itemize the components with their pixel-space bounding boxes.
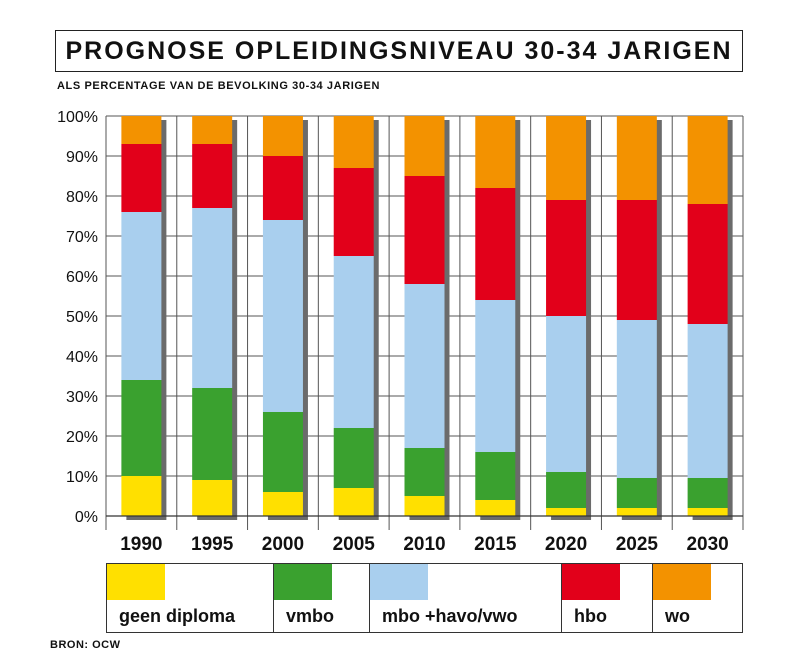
bar-segment <box>616 508 657 516</box>
legend-swatch <box>370 564 428 600</box>
bar-segment <box>192 116 233 144</box>
bar-segment <box>546 472 587 508</box>
x-tick-label: 2005 <box>333 534 376 555</box>
legend-label: mbo +havo/vwo <box>382 606 518 626</box>
bar-segment <box>262 492 303 516</box>
bar-segment <box>404 176 445 284</box>
bar-segment <box>262 412 303 492</box>
bar-segment <box>546 200 587 316</box>
bar-segment <box>687 204 728 324</box>
bar-segment <box>475 188 516 300</box>
legend-item: vmbo <box>273 564 369 632</box>
bar-segment <box>121 212 162 380</box>
legend-swatch <box>274 564 332 600</box>
legend-label: wo <box>665 606 690 626</box>
y-tick-label: 80% <box>66 189 98 206</box>
y-tick-label: 90% <box>66 149 98 166</box>
legend-swatch <box>653 564 711 600</box>
bar-segment <box>404 284 445 448</box>
bar-segment <box>616 320 657 478</box>
y-tick-label: 10% <box>66 469 98 486</box>
bar-segment <box>192 144 233 208</box>
legend-label: geen diploma <box>119 606 236 626</box>
bar-segment <box>121 476 162 516</box>
bar-segment <box>333 428 374 488</box>
legend-swatch <box>562 564 620 600</box>
y-tick-label: 50% <box>66 309 98 326</box>
title-box: PROGNOSE OPLEIDINGSNIVEAU 30-34 JARIGEN <box>55 30 743 72</box>
legend-item: geen diploma <box>107 564 273 632</box>
bar-segment <box>687 116 728 204</box>
bar-segment <box>121 380 162 476</box>
y-tick-label: 100% <box>57 109 98 126</box>
y-tick-label: 0% <box>75 509 98 526</box>
bar-segment <box>616 116 657 200</box>
x-tick-label: 1990 <box>120 534 162 555</box>
y-tick-label: 30% <box>66 389 98 406</box>
bar-segment <box>475 116 516 188</box>
x-tick-label: 2000 <box>262 534 304 555</box>
bar-segment <box>404 496 445 516</box>
chart-subtitle: ALS PERCENTAGE VAN DE BEVOLKING 30-34 JA… <box>57 80 381 92</box>
bar-segment <box>546 316 587 472</box>
bar-segment <box>121 116 162 144</box>
x-tick-label: 2010 <box>403 534 445 555</box>
bar-segment <box>262 220 303 412</box>
legend-item: wo <box>652 564 744 632</box>
x-tick-label: 2030 <box>686 534 728 555</box>
bar-segment <box>687 478 728 508</box>
bar-segment <box>333 256 374 428</box>
bar-segment <box>687 324 728 478</box>
bar-segment <box>262 156 303 220</box>
bar-segment <box>121 144 162 212</box>
x-tick-label: 2025 <box>616 534 659 555</box>
source-note: BRON: OCW <box>50 639 121 651</box>
y-tick-label: 70% <box>66 229 98 246</box>
chart-title: PROGNOSE OPLEIDINGSNIVEAU 30-34 JARIGEN <box>65 36 733 65</box>
bar-segment <box>546 116 587 200</box>
bar-segment <box>192 388 233 480</box>
x-tick-label: 1995 <box>191 534 234 555</box>
x-tick-label: 2020 <box>545 534 587 555</box>
x-tick-label: 2015 <box>474 534 517 555</box>
chart-legend: geen diploma vmbo mbo +havo/vwo hbo wo <box>106 563 743 633</box>
y-tick-label: 40% <box>66 349 98 366</box>
bar-segment <box>475 300 516 452</box>
bar-segment <box>404 448 445 496</box>
legend-label: vmbo <box>286 606 335 626</box>
bar-segment <box>333 488 374 516</box>
legend-item: mbo +havo/vwo <box>369 564 561 632</box>
bar-segment <box>192 208 233 388</box>
y-tick-label: 60% <box>66 269 98 286</box>
bar-segment <box>687 508 728 516</box>
bar-segment <box>616 200 657 320</box>
bar-segment <box>333 168 374 256</box>
bar-segment <box>616 478 657 508</box>
legend-label: hbo <box>574 606 607 626</box>
bar-segment <box>475 500 516 516</box>
bar-segment <box>333 116 374 168</box>
bar-segment <box>262 116 303 156</box>
bar-segment <box>404 116 445 176</box>
bar-segment <box>192 480 233 516</box>
legend-item: hbo <box>561 564 652 632</box>
y-tick-label: 20% <box>66 429 98 446</box>
legend-swatch <box>107 564 165 600</box>
bar-segment <box>546 508 587 516</box>
bar-segment <box>475 452 516 500</box>
